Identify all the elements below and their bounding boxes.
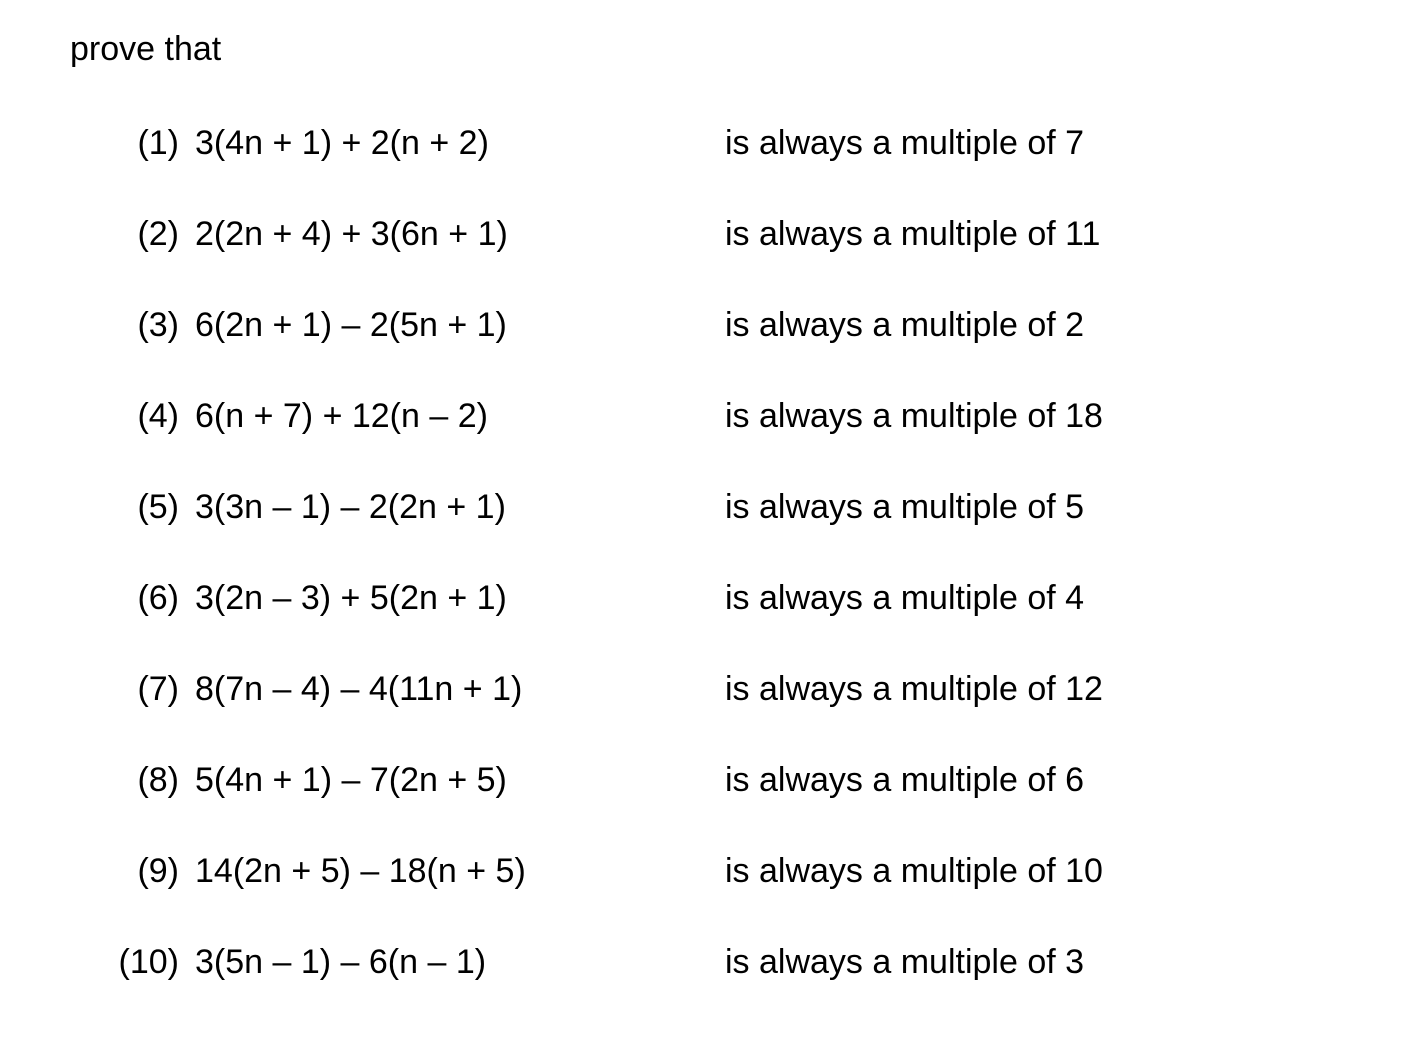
problem-claim: is always a multiple of 12: [725, 670, 1356, 709]
problem-row: (7) 8(7n – 4) – 4(11n + 1) is always a m…: [95, 670, 1356, 709]
problem-expression: 3(4n + 1) + 2(n + 2): [195, 124, 725, 163]
problem-claim: is always a multiple of 2: [725, 306, 1356, 345]
problem-claim: is always a multiple of 18: [725, 397, 1356, 436]
problem-claim: is always a multiple of 4: [725, 579, 1356, 618]
problem-claim: is always a multiple of 5: [725, 488, 1356, 527]
problem-number: (4): [95, 397, 195, 436]
problem-list: (1) 3(4n + 1) + 2(n + 2) is always a mul…: [70, 124, 1356, 982]
problem-expression: 6(2n + 1) – 2(5n + 1): [195, 306, 725, 345]
problem-number: (9): [95, 852, 195, 891]
problem-number: (8): [95, 761, 195, 800]
problem-row: (8) 5(4n + 1) – 7(2n + 5) is always a mu…: [95, 761, 1356, 800]
problem-expression: 14(2n + 5) – 18(n + 5): [195, 852, 725, 891]
problem-number: (5): [95, 488, 195, 527]
problem-claim: is always a multiple of 3: [725, 943, 1356, 982]
problem-row: (2) 2(2n + 4) + 3(6n + 1) is always a mu…: [95, 215, 1356, 254]
problem-row: (4) 6(n + 7) + 12(n – 2) is always a mul…: [95, 397, 1356, 436]
problem-claim: is always a multiple of 6: [725, 761, 1356, 800]
problem-row: (5) 3(3n – 1) – 2(2n + 1) is always a mu…: [95, 488, 1356, 527]
problem-row: (9) 14(2n + 5) – 18(n + 5) is always a m…: [95, 852, 1356, 891]
problem-claim: is always a multiple of 11: [725, 215, 1356, 254]
problem-expression: 2(2n + 4) + 3(6n + 1): [195, 215, 725, 254]
problem-expression: 8(7n – 4) – 4(11n + 1): [195, 670, 725, 709]
problem-expression: 3(3n – 1) – 2(2n + 1): [195, 488, 725, 527]
problem-expression: 3(2n – 3) + 5(2n + 1): [195, 579, 725, 618]
problem-row: (6) 3(2n – 3) + 5(2n + 1) is always a mu…: [95, 579, 1356, 618]
problem-row: (3) 6(2n + 1) – 2(5n + 1) is always a mu…: [95, 306, 1356, 345]
problem-number: (2): [95, 215, 195, 254]
problem-number: (3): [95, 306, 195, 345]
problem-expression: 6(n + 7) + 12(n – 2): [195, 397, 725, 436]
problem-expression: 3(5n – 1) – 6(n – 1): [195, 943, 725, 982]
problem-claim: is always a multiple of 10: [725, 852, 1356, 891]
problem-row: (1) 3(4n + 1) + 2(n + 2) is always a mul…: [95, 124, 1356, 163]
problem-number: (7): [95, 670, 195, 709]
problem-number: (6): [95, 579, 195, 618]
problem-number: (10): [95, 943, 195, 982]
problem-expression: 5(4n + 1) – 7(2n + 5): [195, 761, 725, 800]
problem-claim: is always a multiple of 7: [725, 124, 1356, 163]
problem-number: (1): [95, 124, 195, 163]
problem-row: (10) 3(5n – 1) – 6(n – 1) is always a mu…: [95, 943, 1356, 982]
page-title: prove that: [70, 30, 1356, 69]
